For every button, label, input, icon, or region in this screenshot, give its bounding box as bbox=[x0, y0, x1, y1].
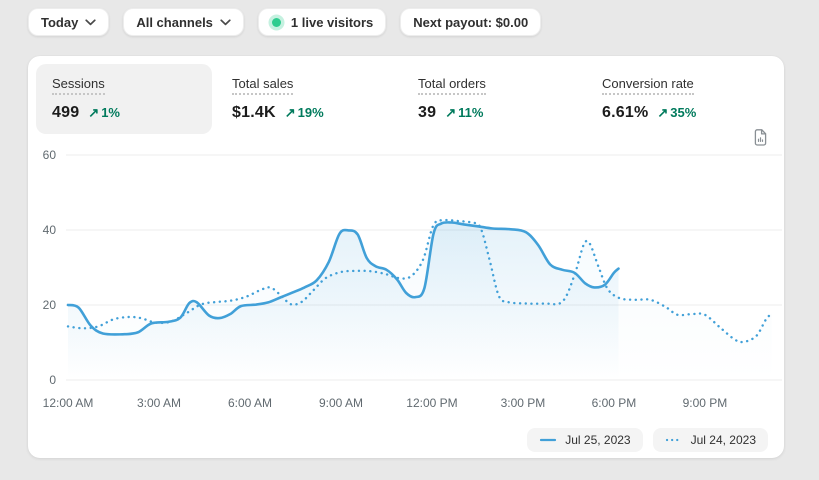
top-bar: Today All channels 1 live visitors Next … bbox=[28, 8, 784, 36]
next-payout-label: Next payout: $0.00 bbox=[413, 14, 529, 30]
legend-label: Jul 25, 2023 bbox=[565, 433, 631, 447]
dotted-line-icon bbox=[665, 438, 682, 442]
x-axis-tick: 3:00 PM bbox=[500, 396, 546, 410]
series-area-dotted bbox=[68, 220, 772, 380]
metric-total-sales[interactable]: Total sales $1.4K ↗ 19% bbox=[216, 64, 402, 134]
next-payout-button[interactable]: Next payout: $0.00 bbox=[400, 8, 542, 36]
channel-filter-button[interactable]: All channels bbox=[123, 8, 244, 36]
live-visitors-button[interactable]: 1 live visitors bbox=[257, 8, 387, 36]
metric-sessions[interactable]: Sessions 499 ↗ 1% bbox=[36, 64, 212, 134]
x-axis-tick: 9:00 PM bbox=[682, 396, 728, 410]
trend-up-icon: ↗ bbox=[657, 105, 669, 120]
series-line-dotted bbox=[66, 218, 773, 344]
legend-label: Jul 24, 2023 bbox=[690, 433, 756, 447]
metrics-row: Sessions 499 ↗ 1% Total sales $1.4K ↗ 19% … bbox=[36, 64, 768, 134]
channel-filter-label: All channels bbox=[136, 14, 213, 30]
x-axis-tick: 6:00 PM bbox=[591, 396, 637, 410]
y-axis-tick: 40 bbox=[42, 223, 56, 237]
trend-up-icon: ↗ bbox=[284, 105, 296, 120]
x-axis-tick: 9:00 AM bbox=[318, 396, 363, 410]
metric-value: $1.4K bbox=[232, 104, 276, 121]
chevron-down-icon bbox=[85, 19, 96, 26]
x-axis-tick: 12:00 PM bbox=[406, 396, 458, 410]
trend-up-icon: ↗ bbox=[88, 105, 100, 120]
trend-up-icon: ↗ bbox=[445, 105, 457, 120]
legend-item[interactable]: Jul 24, 2023 bbox=[652, 428, 768, 452]
metric-value: 39 bbox=[418, 104, 437, 121]
metric-label: Conversion rate bbox=[602, 76, 694, 95]
metric-label: Sessions bbox=[52, 76, 105, 95]
live-visitors-label: 1 live visitors bbox=[290, 14, 374, 30]
y-axis-tick: 60 bbox=[42, 148, 56, 162]
analytics-card: Sessions 499 ↗ 1% Total sales $1.4K ↗ 19% … bbox=[28, 56, 784, 458]
metric-total-orders[interactable]: Total orders 39 ↗ 11% bbox=[402, 64, 586, 134]
metric-value: 499 bbox=[52, 104, 80, 121]
metric-delta: 19% bbox=[297, 105, 324, 120]
chevron-down-icon bbox=[220, 19, 231, 26]
metric-label: Total orders bbox=[418, 76, 486, 95]
x-axis-tick: 12:00 AM bbox=[42, 396, 94, 410]
legend-item[interactable]: Jul 25, 2023 bbox=[527, 428, 643, 452]
solid-line-icon bbox=[540, 438, 557, 442]
x-axis-tick: 3:00 AM bbox=[136, 396, 181, 410]
chart-legend: Jul 25, 2023 Jul 24, 2023 bbox=[527, 428, 768, 452]
date-range-label: Today bbox=[41, 14, 79, 30]
metric-conversion-rate[interactable]: Conversion rate 6.61% ↗ 35% bbox=[586, 64, 768, 134]
report-file-icon bbox=[754, 128, 766, 146]
x-axis-tick: 6:00 AM bbox=[227, 396, 272, 410]
metric-delta: 11% bbox=[458, 105, 484, 120]
chart-plot[interactable] bbox=[28, 56, 784, 458]
y-axis-tick: 0 bbox=[49, 373, 56, 387]
metric-delta: 35% bbox=[670, 105, 697, 120]
metric-label: Total sales bbox=[232, 76, 294, 95]
sessions-chart[interactable]: 0 20 40 60 12:00 AM 3:00 AM 6:00 AM 9:00 AM 12:… bbox=[28, 56, 784, 458]
y-axis-tick: 20 bbox=[42, 298, 56, 312]
date-range-filter-button[interactable]: Today bbox=[28, 8, 110, 36]
metric-value: 6.61% bbox=[602, 104, 649, 121]
metric-delta: 1% bbox=[101, 105, 120, 120]
series-line-solid bbox=[66, 221, 620, 336]
live-visitors-dot-icon bbox=[271, 17, 281, 27]
export-report-button[interactable] bbox=[749, 126, 771, 148]
